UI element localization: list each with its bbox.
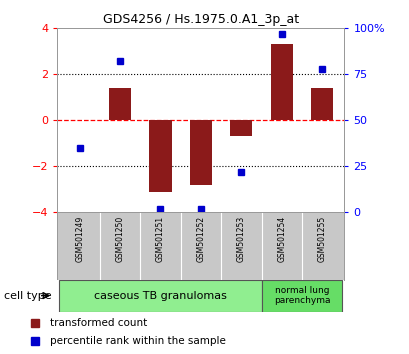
Bar bbox=[270, 45, 292, 120]
Text: GSM501251: GSM501251 bbox=[155, 216, 164, 262]
Text: percentile rank within the sample: percentile rank within the sample bbox=[50, 336, 225, 346]
Text: GSM501252: GSM501252 bbox=[196, 216, 205, 262]
Bar bbox=[310, 88, 333, 120]
Bar bbox=[229, 120, 252, 137]
Bar bbox=[189, 120, 211, 185]
Text: GSM501249: GSM501249 bbox=[75, 216, 84, 262]
Title: GDS4256 / Hs.1975.0.A1_3p_at: GDS4256 / Hs.1975.0.A1_3p_at bbox=[103, 13, 298, 26]
Text: GSM501255: GSM501255 bbox=[317, 216, 326, 262]
Text: GSM501250: GSM501250 bbox=[115, 216, 124, 262]
Text: GSM501254: GSM501254 bbox=[276, 216, 285, 262]
FancyBboxPatch shape bbox=[59, 280, 261, 312]
Text: transformed count: transformed count bbox=[50, 318, 147, 328]
Bar bbox=[149, 120, 171, 192]
FancyBboxPatch shape bbox=[261, 280, 342, 312]
Text: caseous TB granulomas: caseous TB granulomas bbox=[94, 291, 226, 301]
Text: GSM501253: GSM501253 bbox=[236, 216, 245, 262]
Text: cell type: cell type bbox=[4, 291, 52, 301]
Text: normal lung
parenchyma: normal lung parenchyma bbox=[273, 286, 329, 305]
Bar bbox=[109, 88, 131, 120]
